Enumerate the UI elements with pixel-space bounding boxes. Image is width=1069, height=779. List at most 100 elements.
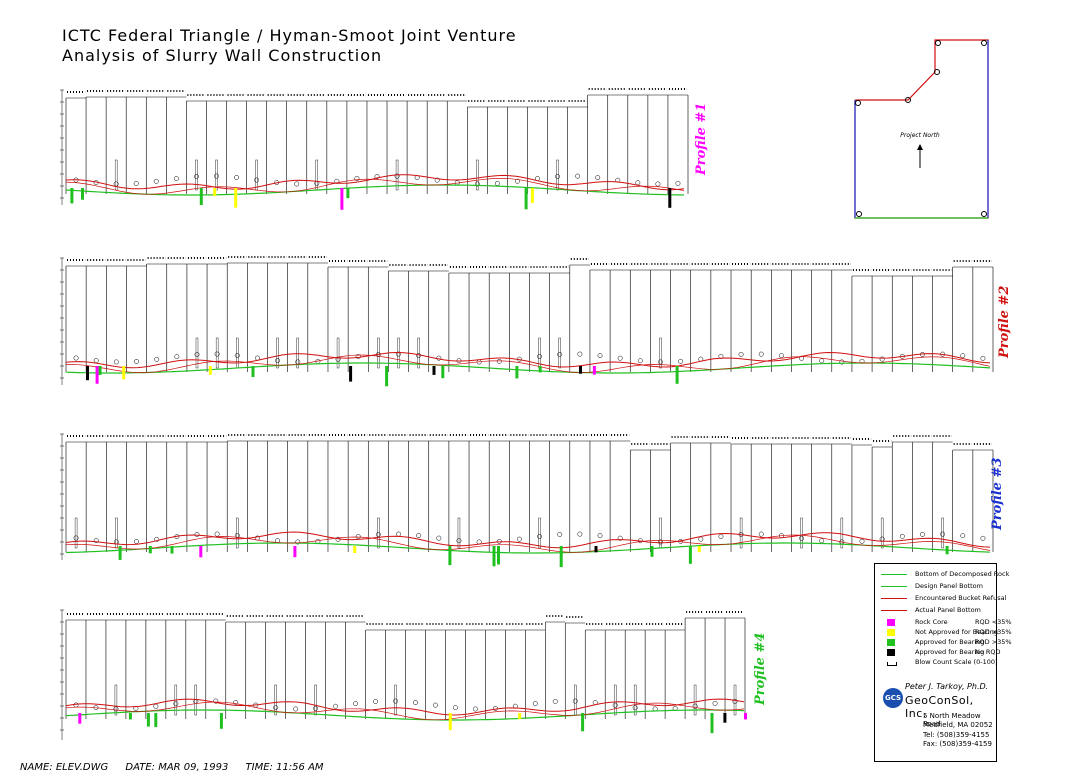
panel-number-marker: [213, 698, 219, 704]
panel-number-marker: [313, 705, 319, 711]
core-marker: [70, 188, 74, 204]
panel-number-marker: [413, 700, 418, 705]
actual-panel-bottom-line: [66, 354, 991, 373]
core-marker: [208, 366, 212, 375]
profile-4-label: Profile #4: [753, 632, 768, 705]
panel-number-marker: [655, 181, 661, 187]
panel-number-marker: [532, 701, 538, 706]
panel-number-marker: [452, 705, 458, 711]
panel-number-marker: [93, 538, 99, 544]
panel-number-marker: [557, 531, 563, 537]
panel-number-marker: [193, 174, 199, 179]
boring-log: [457, 517, 461, 549]
core-marker: [340, 188, 344, 210]
legend-label: Approved for Bearing: [915, 638, 985, 646]
key-plan-outline-red: [854, 39, 989, 219]
decomposed-rock-line: [65, 362, 991, 374]
panel-number-marker: [732, 698, 738, 704]
panel-number-marker: [394, 173, 400, 179]
corner-marker: [855, 100, 861, 106]
boring-log: [314, 684, 317, 716]
legend-label: Actual Panel Bottom: [915, 606, 981, 614]
core-marker: [122, 366, 126, 380]
panel-number-marker: [617, 355, 623, 361]
core-marker: [251, 366, 255, 377]
legend-box: Bottom of Decomposed Rock Design Panel B…: [874, 563, 1012, 762]
panel-number-marker: [537, 354, 543, 359]
boring-log: [195, 337, 199, 369]
panel-number-marker: [698, 536, 704, 542]
panel-number-marker: [436, 535, 442, 541]
panel-number-marker: [758, 351, 764, 357]
corner-marker: [981, 40, 987, 46]
core-marker: [697, 546, 701, 553]
boring-log: [276, 337, 279, 369]
company-logo-icon: GCS: [883, 688, 903, 708]
core-marker: [530, 188, 534, 203]
core-marker: [346, 188, 350, 199]
panel-number-marker: [819, 358, 825, 364]
actual-panel-bottom-line: [65, 534, 991, 553]
decomposed-rock-line: [65, 542, 991, 554]
panel-number-marker: [980, 355, 986, 361]
legend-label: Rock Core: [915, 618, 948, 626]
corner-marker: [856, 211, 862, 217]
boring-log: [394, 684, 397, 716]
core-marker: [293, 546, 297, 558]
panel-number-marker: [859, 538, 865, 544]
panel-number-marker: [433, 702, 438, 708]
not-approved-swatch: [887, 629, 895, 636]
panel-number-marker: [333, 703, 339, 709]
bucket-refusal-line: [65, 174, 685, 191]
panel-number-marker: [496, 358, 502, 364]
core-marker: [432, 366, 436, 375]
actual-panel-bottom-line: [65, 701, 745, 721]
boring-log: [114, 159, 118, 191]
boring-log: [215, 159, 218, 191]
core-marker: [538, 366, 542, 373]
panel-number-marker: [595, 175, 601, 181]
panel-number-marker: [980, 535, 986, 541]
corner-marker: [905, 97, 911, 103]
boring-log: [633, 684, 637, 716]
panel-number-marker: [474, 181, 480, 187]
core-marker: [594, 546, 598, 553]
panel-number-marker: [472, 706, 478, 712]
boring-log: [693, 684, 697, 716]
company-name: GeoConSol, Inc.: [905, 694, 974, 720]
bucket-refusal-line: [65, 531, 991, 549]
boring-log: [941, 517, 944, 549]
bucket-refusal-line: [65, 698, 745, 716]
boring-log: [74, 517, 78, 549]
panel-number-marker: [396, 351, 401, 357]
panel-number-marker: [597, 533, 603, 539]
panel-number-marker: [819, 538, 825, 544]
corner-marker: [935, 40, 941, 46]
drawing-footer: NAME: ELEV.DWG DATE: MAR 09, 1993 TIME: …: [20, 762, 338, 773]
panel-number-marker: [960, 533, 966, 539]
approved-swatch: [887, 639, 895, 646]
boring-log: [417, 337, 420, 369]
panel-number-marker: [920, 531, 925, 537]
legend-label: Bottom of Decomposed Rock: [915, 570, 1010, 578]
boring-log: [476, 159, 479, 191]
panel-number-marker: [273, 705, 279, 711]
boring-log: [574, 684, 577, 716]
panel-number-marker: [778, 353, 784, 359]
file-time: TIME: 11:56 AM: [245, 762, 324, 773]
legend-rqd: RQD >35%: [975, 638, 1012, 646]
panel-number-marker: [254, 177, 260, 183]
legend-line-swatch: [881, 610, 907, 611]
panel-number-marker: [960, 353, 966, 359]
core-marker: [199, 546, 203, 558]
panel-number-marker: [354, 176, 360, 181]
panel-number-marker: [113, 359, 119, 365]
legend-rqd: RQD >35%: [975, 628, 1012, 636]
panel-number-marker: [940, 531, 946, 537]
panel-number-marker: [293, 706, 299, 712]
panel-number-marker: [718, 533, 724, 539]
decomposed-rock-line: [65, 709, 745, 721]
panel-number-marker: [154, 536, 160, 542]
boring-log: [556, 159, 559, 191]
boring-log: [336, 337, 340, 369]
